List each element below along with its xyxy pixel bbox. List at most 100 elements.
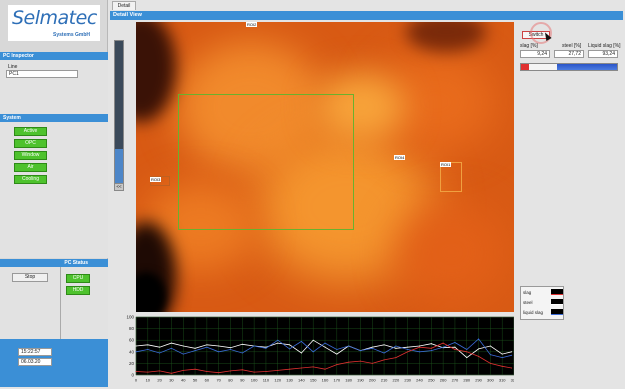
chart-point — [147, 371, 149, 373]
chart-x-tick-label: 70 — [216, 378, 221, 383]
chart-x-tick-label: 140 — [298, 378, 305, 383]
right-panel: Switch slag [%] steel [%] Liquid slag [%… — [516, 22, 625, 387]
chart-point — [511, 354, 513, 356]
chart-x-tick-label: 250 — [428, 378, 435, 383]
window-button[interactable]: Window — [14, 151, 47, 160]
collapse-button[interactable]: << — [114, 183, 124, 191]
chart-point — [324, 368, 326, 370]
chart-point — [430, 347, 432, 349]
chart-point — [336, 353, 338, 355]
chart-point — [206, 344, 208, 346]
stop-button[interactable]: Stop — [12, 273, 48, 282]
cooling-button[interactable]: Cooling — [14, 175, 47, 184]
tab-detail[interactable]: Detail — [112, 1, 136, 10]
chart-point — [371, 347, 373, 349]
chart-y-tick-label: 100 — [126, 315, 134, 320]
chart-point — [419, 346, 420, 348]
chart-point — [170, 372, 172, 374]
chart-x-tick-label: 280 — [463, 378, 470, 383]
chart-point — [289, 348, 291, 350]
legend-slag-swatch — [551, 289, 563, 295]
chart-point — [135, 345, 137, 347]
chart-legend: slag steel liquid slag — [520, 286, 564, 320]
chart-x-tick-label: 150 — [310, 378, 317, 383]
chart-point — [489, 354, 491, 356]
logo-subtitle: Systems GmbH — [53, 32, 90, 38]
chart-point — [312, 339, 314, 341]
chart-point — [454, 342, 456, 344]
chart-point — [300, 367, 302, 369]
composition-bar — [520, 63, 618, 71]
slag-value: 9,24 — [520, 50, 550, 58]
legend-liquid-swatch — [551, 309, 563, 315]
chart-point — [241, 352, 243, 354]
chart-point — [511, 367, 513, 369]
chart-x-tick-label: 320 — [511, 378, 514, 383]
chart-point — [300, 340, 302, 342]
chart-point — [218, 351, 220, 353]
chart-point — [206, 346, 208, 348]
chart-point — [442, 346, 444, 348]
chart-point — [230, 348, 231, 350]
legend-steel-label: steel — [523, 300, 533, 305]
chart-point — [218, 372, 220, 374]
chart-point — [265, 346, 267, 348]
chart-x-tick-label: 10 — [146, 378, 151, 383]
chart-x-tick-label: 310 — [499, 378, 506, 383]
chart-point — [312, 351, 314, 353]
vertical-level-slider[interactable] — [114, 40, 124, 186]
chart-point — [501, 357, 503, 359]
chart-point — [489, 362, 491, 364]
chart-point — [170, 342, 172, 344]
chart-x-tick-label: 120 — [274, 378, 281, 383]
opc-button[interactable]: OPC — [14, 139, 47, 148]
chart-x-tick-label: 0 — [135, 378, 138, 383]
chart-y-tick-label: 80 — [129, 326, 135, 331]
chart-x-tick-label: 270 — [452, 378, 459, 383]
chart-point — [454, 346, 456, 348]
logo-wordmark: Selmatec — [12, 7, 97, 29]
dark-slag-area — [406, 22, 486, 52]
click-highlight — [530, 22, 552, 44]
roi-4-label: ROI4 — [394, 155, 406, 160]
chart-point — [511, 351, 513, 353]
roi-2-label: ROI2 — [246, 22, 258, 27]
chart-x-tick-label: 80 — [228, 378, 233, 383]
company-logo: Selmatec Systems GmbH — [8, 5, 100, 41]
chart-point — [265, 371, 267, 373]
chart-point — [159, 370, 161, 372]
chart-point — [289, 368, 291, 370]
chart-point — [230, 347, 231, 349]
steel-value: 27,72 — [554, 50, 584, 58]
chart-point — [300, 352, 302, 354]
thermal-camera-view[interactable]: ROI2 ROI3 ROI4 ROI1 — [136, 22, 514, 312]
chart-point — [430, 343, 432, 345]
chart-point — [289, 344, 291, 346]
air-button[interactable]: Air — [14, 163, 47, 172]
chart-x-tick-label: 290 — [475, 378, 482, 383]
liquid-slag-label: Liquid slag [%] — [588, 43, 621, 49]
active-button[interactable]: Active — [14, 127, 47, 136]
chart-x-tick-label: 190 — [357, 378, 364, 383]
chart-x-tick-label: 40 — [181, 378, 186, 383]
chart-point — [206, 371, 208, 373]
chart-point — [454, 348, 456, 350]
chart-point — [419, 345, 420, 347]
chart-point — [359, 350, 361, 352]
chart-point — [159, 352, 161, 354]
chart-point — [430, 350, 432, 352]
chart-x-tick-label: 160 — [322, 378, 329, 383]
legend-slag-label: slag — [523, 290, 532, 295]
chart-point — [336, 364, 338, 366]
chart-point — [194, 350, 196, 352]
chart-point — [478, 355, 480, 357]
slider-fill — [115, 149, 123, 183]
chart-point — [348, 361, 350, 363]
line-field[interactable]: PC1 — [6, 70, 78, 78]
chart-point — [407, 348, 409, 350]
roi-1-frame[interactable] — [178, 94, 354, 230]
chart-point — [478, 338, 480, 340]
chart-point — [466, 348, 468, 350]
tab-strip — [108, 0, 625, 10]
